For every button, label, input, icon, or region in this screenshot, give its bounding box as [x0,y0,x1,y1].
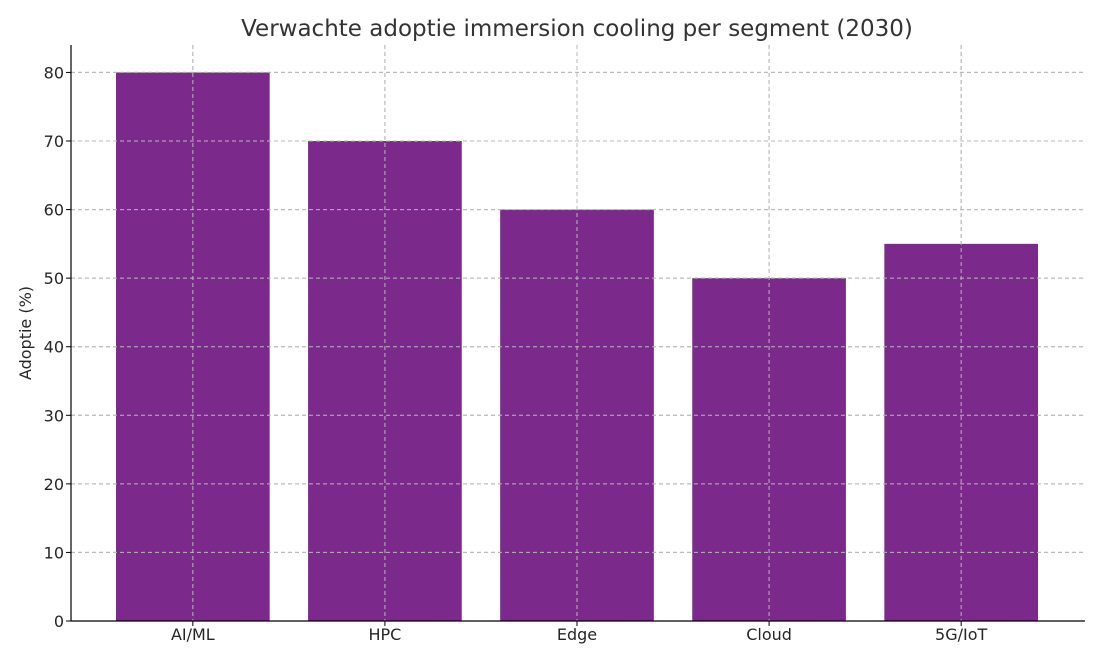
chart-title: Verwachte adoptie immersion cooling per … [241,16,913,42]
x-tick-label: Edge [557,625,597,644]
x-axis-ticks: AI/ML HPC Edge Cloud 5G/IoT [171,621,988,644]
y-axis-ticks: 0 10 20 30 40 50 60 70 80 [44,63,71,631]
bar-cloud [692,278,846,621]
y-tick-label: 80 [44,63,64,82]
x-tick-label: HPC [368,625,401,644]
y-tick-label: 30 [44,406,64,425]
y-tick-label: 0 [54,612,64,631]
x-tick-label: AI/ML [171,625,215,644]
y-tick-label: 70 [44,132,64,151]
x-tick-label: 5G/IoT [935,625,987,644]
bars [71,45,1085,622]
y-tick-label: 20 [44,475,64,494]
y-tick-label: 10 [44,543,64,562]
y-tick-label: 40 [44,338,64,357]
x-tick-label: Cloud [746,625,792,644]
y-tick-label: 60 [44,201,64,220]
y-tick-label: 50 [44,269,64,288]
y-axis-label: Adoptie (%) [16,286,35,380]
